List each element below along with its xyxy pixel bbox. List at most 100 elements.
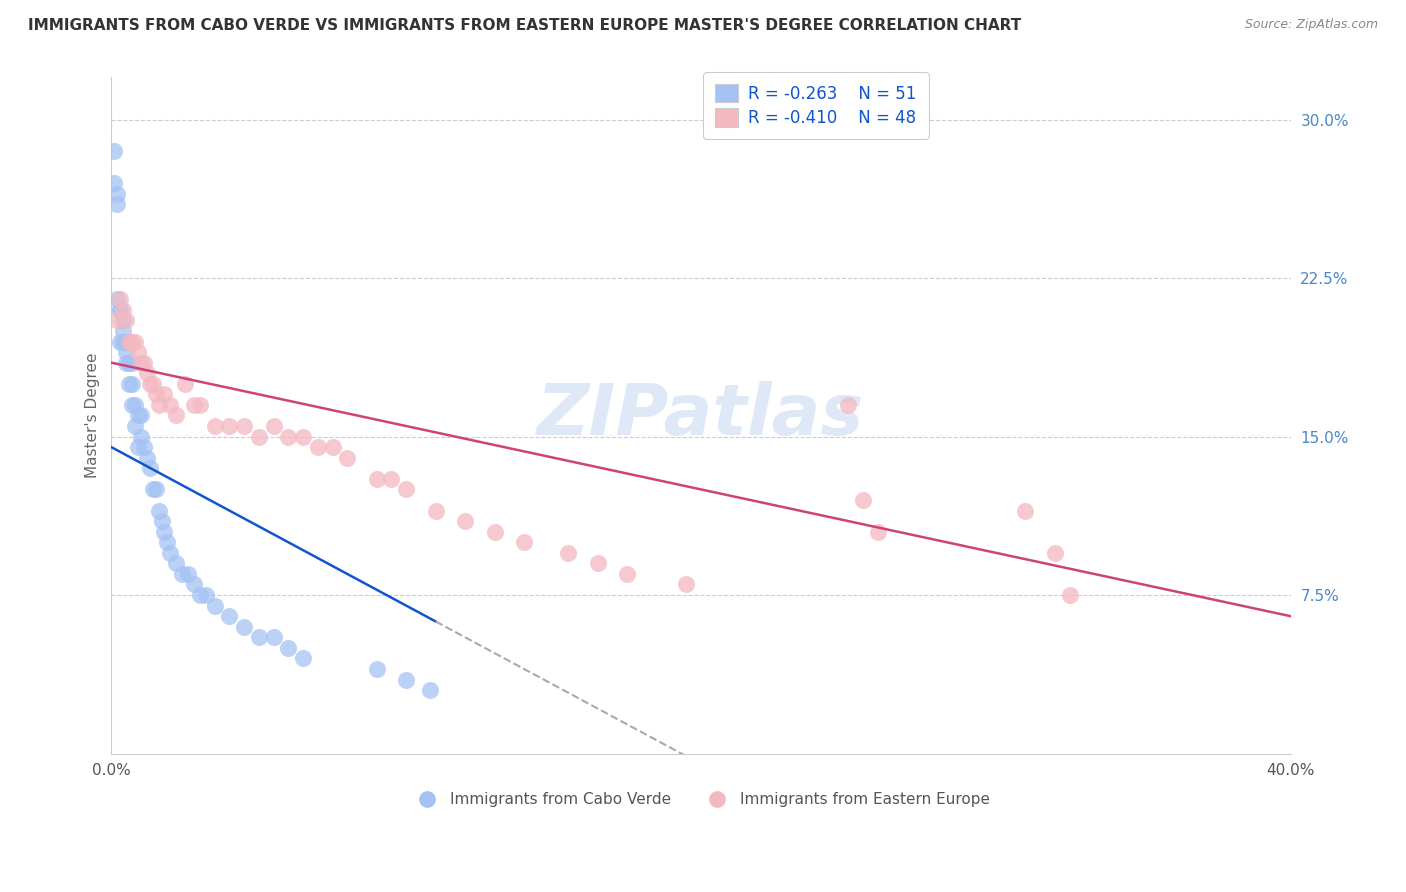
Point (132, 356, 155, 370)
Point (105, 293, 128, 307)
Point (204, 599, 226, 613)
Point (153, 387, 176, 401)
Point (148, 503, 170, 517)
Point (419, 683, 441, 698)
Point (135, 366, 157, 380)
Point (866, 524, 889, 539)
Point (118, 334, 141, 349)
Point (110, 302, 132, 317)
Point (138, 376, 160, 391)
Point (127, 409, 149, 423)
Point (129, 409, 152, 423)
Point (132, 440, 155, 454)
Point (165, 557, 187, 571)
Point (159, 546, 181, 560)
Point (263, 419, 285, 434)
Text: ZIPatlas: ZIPatlas (537, 381, 865, 450)
Point (395, 483, 418, 497)
Point (557, 546, 579, 560)
Point (110, 302, 132, 317)
Point (142, 376, 165, 391)
Point (115, 345, 138, 359)
Point (183, 577, 205, 591)
Point (174, 376, 197, 391)
Point (1014, 503, 1036, 517)
Point (118, 356, 141, 370)
Point (103, 176, 125, 190)
Point (183, 398, 205, 412)
Point (247, 630, 270, 644)
Point (380, 472, 402, 486)
Point (135, 450, 157, 465)
Legend: Immigrants from Cabo Verde, Immigrants from Eastern Europe: Immigrants from Cabo Verde, Immigrants f… (406, 786, 995, 814)
Point (103, 145, 125, 159)
Point (204, 419, 226, 434)
Point (1059, 588, 1081, 602)
Point (129, 356, 152, 370)
Point (172, 566, 194, 581)
Point (194, 588, 217, 602)
Point (105, 313, 128, 327)
Point (177, 566, 200, 581)
Point (218, 609, 240, 624)
Point (115, 356, 138, 370)
Point (277, 429, 299, 443)
Point (292, 651, 315, 665)
Y-axis label: Master's Degree: Master's Degree (86, 352, 100, 478)
Point (484, 524, 506, 539)
Point (366, 662, 388, 676)
Point (454, 514, 477, 528)
Point (115, 334, 138, 349)
Point (112, 324, 135, 338)
Point (110, 293, 132, 307)
Point (142, 483, 165, 497)
Point (336, 450, 359, 465)
Point (150, 514, 173, 528)
Point (138, 461, 160, 475)
Point (277, 640, 299, 655)
Point (233, 419, 256, 434)
Point (112, 302, 135, 317)
Point (247, 429, 270, 443)
Point (112, 334, 135, 349)
Point (153, 524, 176, 539)
Point (112, 313, 135, 327)
Point (105, 186, 128, 201)
Point (159, 398, 181, 412)
Point (395, 673, 418, 687)
Point (118, 376, 141, 391)
Point (121, 398, 143, 412)
Point (129, 429, 152, 443)
Point (837, 398, 859, 412)
Point (366, 472, 388, 486)
Point (121, 334, 143, 349)
Point (121, 356, 143, 370)
Point (110, 334, 132, 349)
Point (165, 409, 187, 423)
Point (188, 588, 211, 602)
Point (121, 376, 143, 391)
Point (852, 493, 875, 508)
Point (127, 440, 149, 454)
Point (124, 334, 146, 349)
Point (124, 398, 146, 412)
Point (675, 577, 697, 591)
Point (321, 440, 343, 454)
Point (156, 535, 179, 549)
Point (145, 387, 167, 401)
Point (148, 398, 170, 412)
Point (233, 620, 256, 634)
Point (115, 313, 138, 327)
Point (127, 345, 149, 359)
Point (292, 429, 315, 443)
Text: IMMIGRANTS FROM CABO VERDE VS IMMIGRANTS FROM EASTERN EUROPE MASTER'S DEGREE COR: IMMIGRANTS FROM CABO VERDE VS IMMIGRANTS… (28, 18, 1021, 33)
Point (124, 419, 146, 434)
Point (586, 557, 609, 571)
Text: Source: ZipAtlas.com: Source: ZipAtlas.com (1244, 18, 1378, 31)
Point (263, 630, 285, 644)
Point (218, 419, 240, 434)
Point (145, 483, 167, 497)
Point (188, 398, 211, 412)
Point (1043, 546, 1066, 560)
Point (616, 566, 638, 581)
